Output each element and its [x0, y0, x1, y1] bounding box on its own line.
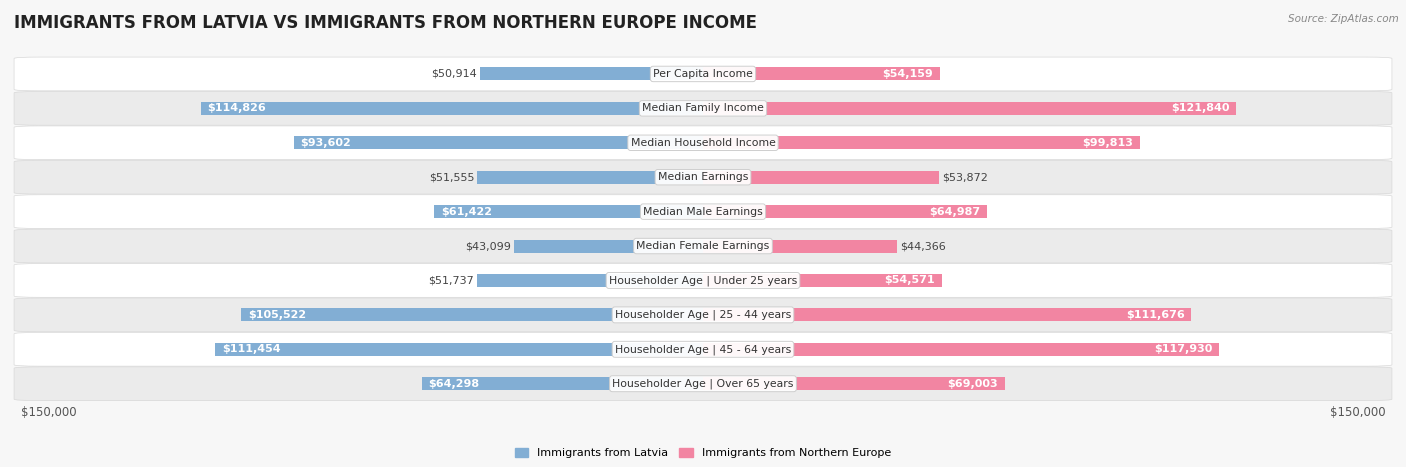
Text: Median Male Earnings: Median Male Earnings	[643, 206, 763, 217]
FancyBboxPatch shape	[14, 160, 1392, 194]
Bar	[294, 136, 703, 149]
Text: Householder Age | Over 65 years: Householder Age | Over 65 years	[612, 378, 794, 389]
Bar	[703, 67, 939, 80]
Text: $105,522: $105,522	[247, 310, 307, 320]
Text: $43,099: $43,099	[465, 241, 512, 251]
Bar	[703, 170, 939, 184]
Text: $114,826: $114,826	[207, 103, 266, 113]
Text: $121,840: $121,840	[1171, 103, 1229, 113]
Text: $117,930: $117,930	[1154, 344, 1212, 354]
Bar	[703, 136, 1140, 149]
Bar	[703, 102, 1236, 115]
Text: $150,000: $150,000	[21, 406, 76, 419]
Text: $61,422: $61,422	[441, 206, 492, 217]
Text: $64,298: $64,298	[429, 379, 479, 389]
Text: $54,159: $54,159	[883, 69, 934, 79]
Text: $51,737: $51,737	[427, 276, 474, 285]
FancyBboxPatch shape	[14, 57, 1392, 91]
FancyBboxPatch shape	[14, 263, 1392, 297]
Text: Householder Age | 45 - 64 years: Householder Age | 45 - 64 years	[614, 344, 792, 354]
Text: $44,366: $44,366	[900, 241, 946, 251]
Bar	[703, 308, 1191, 321]
Bar	[703, 205, 987, 218]
Text: $50,914: $50,914	[432, 69, 477, 79]
Bar	[703, 240, 897, 253]
Text: $111,676: $111,676	[1126, 310, 1185, 320]
Bar	[215, 343, 703, 356]
Text: Householder Age | Under 25 years: Householder Age | Under 25 years	[609, 275, 797, 286]
Text: Median Household Income: Median Household Income	[630, 138, 776, 148]
FancyBboxPatch shape	[14, 92, 1392, 125]
Bar	[703, 377, 1005, 390]
Text: $93,602: $93,602	[299, 138, 352, 148]
Text: $99,813: $99,813	[1083, 138, 1133, 148]
Text: Median Family Income: Median Family Income	[643, 103, 763, 113]
Bar	[422, 377, 703, 390]
Bar	[703, 274, 942, 287]
Text: $150,000: $150,000	[1330, 406, 1385, 419]
Text: Householder Age | 25 - 44 years: Householder Age | 25 - 44 years	[614, 310, 792, 320]
Text: $51,555: $51,555	[429, 172, 474, 182]
Bar	[201, 102, 703, 115]
Text: $64,987: $64,987	[929, 206, 981, 217]
Bar	[477, 274, 703, 287]
FancyBboxPatch shape	[14, 229, 1392, 263]
FancyBboxPatch shape	[14, 333, 1392, 366]
Text: $53,872: $53,872	[942, 172, 988, 182]
Bar	[242, 308, 703, 321]
Text: Per Capita Income: Per Capita Income	[652, 69, 754, 79]
Bar	[434, 205, 703, 218]
Text: $111,454: $111,454	[222, 344, 281, 354]
Text: Median Earnings: Median Earnings	[658, 172, 748, 182]
Text: Median Female Earnings: Median Female Earnings	[637, 241, 769, 251]
Bar	[478, 170, 703, 184]
Text: IMMIGRANTS FROM LATVIA VS IMMIGRANTS FROM NORTHERN EUROPE INCOME: IMMIGRANTS FROM LATVIA VS IMMIGRANTS FRO…	[14, 14, 756, 32]
Text: Source: ZipAtlas.com: Source: ZipAtlas.com	[1288, 14, 1399, 24]
FancyBboxPatch shape	[14, 126, 1392, 160]
FancyBboxPatch shape	[14, 367, 1392, 401]
FancyBboxPatch shape	[14, 298, 1392, 332]
Legend: Immigrants from Latvia, Immigrants from Northern Europe: Immigrants from Latvia, Immigrants from …	[515, 448, 891, 458]
FancyBboxPatch shape	[14, 195, 1392, 228]
Bar	[481, 67, 703, 80]
Bar	[515, 240, 703, 253]
Bar	[703, 343, 1219, 356]
Text: $54,571: $54,571	[884, 276, 935, 285]
Text: $69,003: $69,003	[948, 379, 998, 389]
